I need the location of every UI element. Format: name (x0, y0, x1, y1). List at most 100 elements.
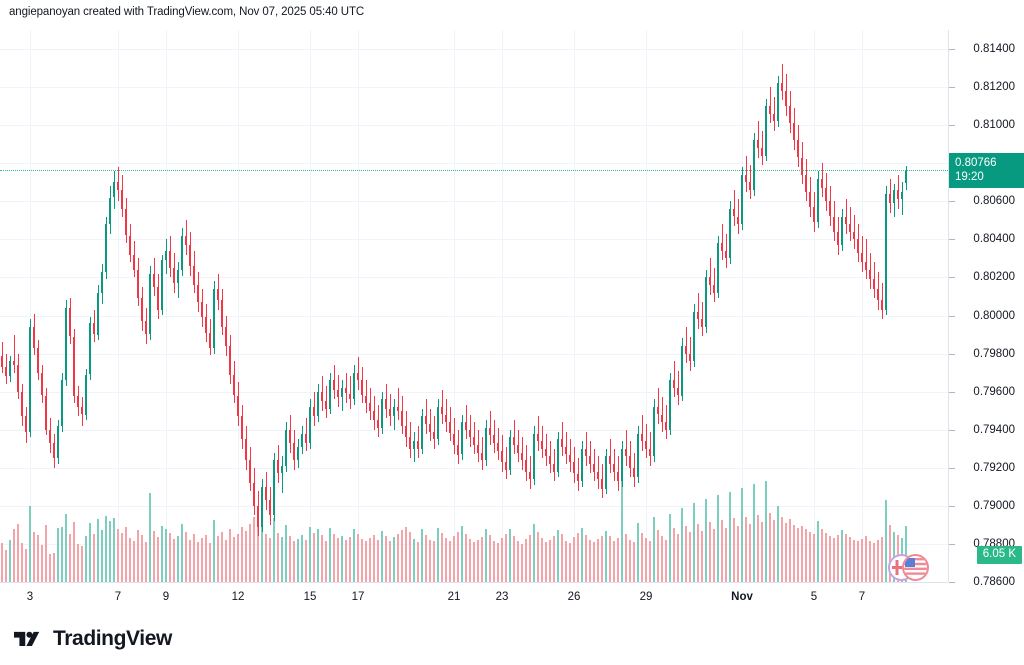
price-tick-label: 0.79800 (973, 347, 1015, 360)
candle-body (836, 231, 840, 246)
volume-bar (300, 534, 304, 582)
volume-bar (544, 542, 548, 582)
candle-body (160, 260, 164, 310)
volume-bar (476, 539, 480, 582)
price-tick-dash (949, 429, 955, 431)
candle-body (900, 191, 904, 200)
current-price-line (0, 169, 948, 171)
price-tick-label: 0.79000 (973, 499, 1015, 512)
candle-body (744, 174, 748, 183)
candle-body (360, 380, 364, 396)
volume-bar (564, 540, 568, 582)
candle-body (52, 443, 56, 459)
volume-bar (4, 549, 8, 582)
volume-bar (168, 533, 172, 582)
volume-bar (676, 534, 680, 582)
gridline-vertical (862, 30, 863, 582)
volume-bar (240, 526, 244, 582)
volume-bar (520, 544, 524, 582)
candle-body (48, 429, 52, 443)
volume-bar (312, 533, 316, 582)
volume-bar (448, 540, 452, 582)
candle-body (280, 465, 284, 474)
gridline-vertical (30, 30, 31, 582)
candle-body (288, 429, 292, 443)
volume-bar (24, 548, 28, 582)
volume-bar (664, 539, 668, 582)
candle-body (620, 448, 624, 482)
volume-bar (784, 522, 788, 582)
price-tick-label: 0.81200 (973, 81, 1015, 94)
price-axis[interactable]: 0.814000.812000.810000.808000.806000.804… (949, 30, 1024, 588)
candle-body (20, 391, 24, 417)
candle-wick (769, 87, 771, 124)
volume-bar (656, 530, 660, 582)
volume-bar (392, 536, 396, 582)
candle-body (888, 193, 892, 204)
volume-bar (400, 530, 404, 582)
volume-bar (328, 527, 332, 582)
price-tick-dash (949, 505, 955, 507)
candle-body (180, 235, 184, 270)
time-axis[interactable]: 3 7 9 12 15 17 21 23 26 29 Nov 5 7 (0, 583, 948, 611)
candle-body (232, 374, 236, 396)
volume-bar (640, 533, 644, 582)
candle-body (188, 245, 192, 266)
candle-body (368, 403, 372, 411)
volume-bar (648, 541, 652, 582)
candle-body (316, 391, 320, 417)
candle-body (624, 448, 628, 457)
candle-body (728, 208, 732, 259)
volume-bar (572, 536, 576, 582)
volume-value-badge[interactable]: 6.05 K (976, 546, 1022, 564)
candle-body (548, 456, 552, 464)
candle-body (416, 441, 420, 449)
candle-body (556, 439, 560, 472)
volume-bar (236, 534, 240, 582)
price-tick-dash (949, 49, 955, 50)
candle-body (780, 83, 784, 91)
volume-bar (140, 534, 144, 582)
price-tick-dash (949, 467, 955, 469)
candle-wick (349, 376, 351, 409)
candle-body (872, 279, 876, 289)
volume-bar (228, 529, 232, 582)
candle-body (396, 406, 400, 411)
current-price-badge[interactable]: 0.80766 19:20 (949, 152, 1024, 188)
volume-bar (84, 535, 88, 582)
candle-body (456, 445, 460, 455)
candle-body (332, 380, 336, 390)
candle-body (788, 106, 792, 124)
candle-body (408, 437, 412, 449)
chart-plot-area[interactable] (0, 30, 948, 582)
price-tick-label: 0.80000 (973, 309, 1015, 322)
candle-body (132, 254, 136, 270)
candle-body (808, 191, 812, 207)
volume-bar (184, 532, 188, 582)
candle-body (812, 207, 816, 223)
candle-body (468, 429, 472, 438)
current-price-countdown: 19:20 (955, 170, 984, 183)
gridline-vertical (814, 30, 815, 582)
volume-bar (372, 534, 376, 582)
candle-body (436, 406, 440, 440)
volume-bar (388, 540, 392, 582)
volume-bar (636, 522, 640, 582)
volume-bar (212, 520, 216, 582)
volume-bar (512, 535, 516, 582)
volume-bar (456, 532, 460, 582)
candle-body (412, 441, 416, 449)
time-tick-label: 17 (351, 591, 365, 603)
price-tick-label: 0.80600 (973, 195, 1015, 208)
volume-bar (624, 534, 628, 582)
volume-bar (60, 526, 64, 582)
volume-bar (832, 537, 836, 582)
volume-bar (108, 521, 112, 582)
candle-body (772, 113, 776, 122)
candle-body (92, 323, 96, 335)
volume-bar (764, 480, 768, 582)
volume-bar (500, 537, 504, 582)
candle-wick (697, 292, 699, 329)
candle-body (200, 302, 204, 318)
candle-body (192, 266, 196, 285)
